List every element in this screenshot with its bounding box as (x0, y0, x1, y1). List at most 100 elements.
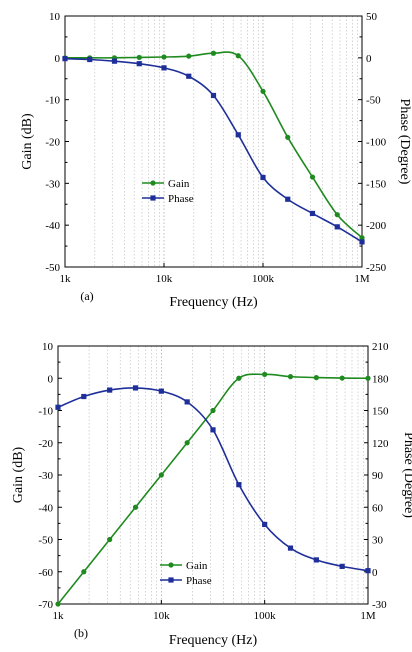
legend-label-gain: Gain (168, 178, 190, 190)
y-left-tick-label: 0 (48, 373, 54, 385)
phase-data-point (359, 239, 365, 245)
phase-data-point (262, 521, 268, 528)
chart-panel-b: -70 -60 -50 -40 -30 -20 -10 0 10 -30 0 30 60 90 120 150… (11, 341, 412, 648)
phase-data-point (339, 563, 345, 569)
phase-data-point (158, 388, 164, 394)
phase-data-point (87, 56, 93, 63)
gain-data-point (161, 54, 167, 60)
y-right-tick-label: -150 (366, 178, 387, 190)
y-left-tick-label: 10 (42, 341, 54, 353)
y-right-tick-label: 50 (366, 11, 378, 23)
y-left-tick-label: -50 (45, 262, 60, 274)
gain-data-point (132, 504, 139, 510)
gain-data-point (313, 375, 319, 381)
y-left-tick-label: -30 (45, 178, 60, 190)
phase-data-point (313, 557, 319, 563)
y-right-tick-label: 30 (372, 535, 384, 547)
phase-data-point (236, 482, 242, 488)
y-right-tick-label: 90 (372, 470, 384, 482)
x-tick-label: 1M (360, 610, 376, 622)
y-right-axis-title: Phase (Degree) (397, 99, 412, 185)
chart-panel-a: -50-40-30-20-10010-250-200-150-100-50050… (20, 11, 412, 310)
legend-label-phase: Phase (168, 193, 194, 205)
phase-data-point (132, 385, 139, 391)
gain-data-point (158, 472, 164, 478)
y-right-tick-label: -200 (366, 220, 387, 232)
legend-marker-gain (168, 562, 174, 568)
phase-series-line (58, 387, 368, 572)
phase-data-point (107, 387, 113, 393)
y-left-tick-label: -70 (38, 599, 53, 611)
y-right-tick-label: 0 (366, 53, 372, 65)
y-right-tick-label: 180 (372, 373, 389, 385)
gain-data-point (136, 54, 142, 61)
y-left-tick-label: 10 (49, 11, 61, 23)
legend: Gain Phase (160, 560, 212, 587)
phase-data-point (287, 545, 294, 551)
phase-data-point (62, 56, 68, 62)
gain-data-point (186, 53, 192, 59)
y-left-axis-title: Gain (dB) (11, 446, 26, 503)
phase-data-point (184, 399, 190, 405)
x-tick-label: 1M (354, 273, 370, 285)
phase-data-point (136, 61, 142, 67)
phase-series-line (65, 57, 362, 243)
phase-data-point (334, 224, 340, 230)
gain-data-point (210, 407, 216, 414)
phase-data-point (285, 196, 291, 202)
gain-data-point (334, 212, 340, 218)
x-tick-label: 1k (60, 273, 72, 285)
phase-data-point (161, 65, 167, 71)
panel-label: (a) (80, 289, 93, 303)
x-axis-title: Frequency (Hz) (169, 295, 258, 310)
y-left-tick-label: -20 (38, 438, 53, 450)
gain-data-point (184, 440, 190, 446)
y-right-tick-label: -30 (372, 599, 387, 611)
y-right-tick-label: 120 (372, 438, 389, 450)
y-left-tick-label: -40 (38, 502, 53, 514)
x-tick-label: 100k (252, 273, 275, 285)
y-left-tick-label: -30 (38, 470, 53, 482)
y-right-axis-title: Phase (Degree) (401, 432, 412, 518)
legend-label-gain: Gain (186, 560, 208, 572)
y-left-tick-label: 0 (55, 53, 61, 65)
phase-data-point (365, 568, 371, 574)
phase-data-point (309, 210, 316, 217)
gain-data-point (359, 235, 365, 241)
gain-data-point (309, 174, 316, 180)
gain-data-point (210, 50, 217, 56)
legend-marker-phase (168, 577, 174, 583)
gain-series-line (65, 51, 362, 239)
gain-data-point (262, 371, 268, 377)
y-left-tick-label: -50 (38, 535, 53, 547)
x-axis-title: Frequency (Hz) (169, 633, 258, 648)
gain-data-point (285, 134, 291, 140)
phase-data-point (55, 404, 61, 410)
y-right-tick-label: 210 (372, 341, 389, 353)
gain-data-point (236, 375, 242, 381)
x-tick-label: 10k (156, 273, 173, 285)
y-left-tick-label: -40 (45, 220, 60, 232)
phase-data-point (210, 427, 216, 433)
x-tick-label: 100k (254, 610, 277, 622)
gain-data-point (339, 375, 345, 381)
plot-frame (57, 345, 369, 605)
phase-data-point (235, 132, 241, 138)
y-right-tick-label: -100 (366, 137, 387, 149)
phase-data-point (111, 58, 118, 64)
gain-data-point (287, 374, 294, 380)
gain-data-point (107, 536, 113, 543)
phase-data-point (260, 174, 266, 181)
gain-data-point (81, 569, 87, 575)
legend-marker-gain (150, 180, 156, 186)
y-right-tick-label: -50 (366, 95, 381, 107)
y-right-tick-label: -250 (366, 262, 387, 274)
y-left-tick-label: -10 (45, 95, 60, 107)
legend-label-phase: Phase (186, 575, 212, 587)
gain-data-point (235, 53, 241, 59)
x-tick-label: 10k (153, 610, 170, 622)
y-left-tick-label: -60 (38, 567, 53, 579)
gain-data-point (55, 601, 61, 607)
phase-data-point (210, 92, 217, 99)
